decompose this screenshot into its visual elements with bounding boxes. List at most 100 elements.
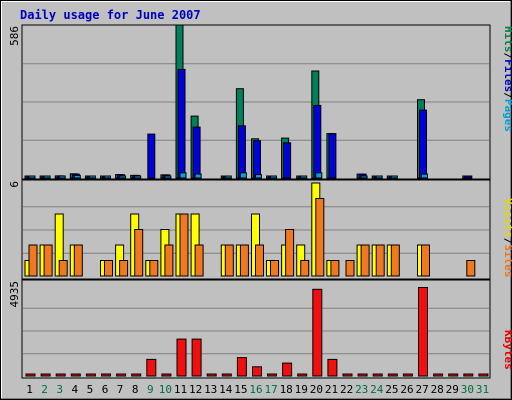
bar-kbytes-day-18: [282, 362, 293, 377]
x-tick-label-12: 12: [189, 383, 202, 396]
panel-hits-ymax-label: 586: [8, 26, 21, 46]
bar-sites-day-4: [73, 244, 83, 277]
bars: [24, 24, 489, 377]
bar-kbytes-day-2: [40, 373, 51, 377]
panel-visits-legend: Visits/Sites: [502, 198, 512, 278]
bar-pages-day-20: [315, 172, 323, 179]
x-tick-label-17: 17: [264, 383, 277, 396]
bar-kbytes-day-13: [206, 373, 217, 377]
bar-pages-day-11: [179, 172, 187, 179]
bar-kbytes-day-5: [85, 373, 96, 377]
bar-sites-day-23: [360, 244, 370, 277]
x-tick-label-29: 29: [446, 383, 459, 396]
bar-pages-day-6: [104, 175, 111, 179]
bar-sites-day-15: [239, 244, 249, 277]
legend-sep-2: /: [502, 92, 512, 99]
bar-sites-day-2: [43, 244, 53, 277]
bar-kbytes-day-29: [448, 373, 459, 377]
bar-files-day-16: [253, 140, 261, 179]
bar-kbytes-day-24: [372, 373, 383, 377]
bar-kbytes-day-7: [116, 373, 127, 377]
legend-pages: Hits: [502, 26, 512, 53]
legend-kbytes: KBytes: [502, 330, 512, 370]
bar-pages-day-24: [375, 175, 383, 179]
x-tick-label-14: 14: [219, 383, 233, 396]
bar-sites-day-12: [194, 244, 204, 277]
bar-kbytes-day-23: [357, 373, 368, 377]
bar-sites-day-25: [390, 244, 400, 277]
x-tick-label-7: 7: [117, 383, 124, 396]
bar-sites-day-16: [255, 244, 264, 277]
x-tick-label-4: 4: [71, 383, 78, 396]
bar-pages-day-1: [28, 175, 36, 179]
x-tick-label-6: 6: [102, 383, 109, 396]
bar-pages-day-4: [73, 174, 81, 179]
panel-kbytes-plot-area: [21, 279, 491, 379]
x-tick-label-28: 28: [431, 383, 444, 396]
bar-sites-day-8: [134, 229, 144, 277]
bar-files-day-30: [464, 175, 473, 179]
bar-pages-day-3: [58, 175, 66, 179]
bar-files-day-11: [177, 68, 186, 179]
bar-sites-day-27: [421, 244, 430, 277]
x-tick-label-11: 11: [174, 383, 187, 396]
bar-sites-day-1: [28, 244, 38, 277]
bar-sites-day-22: [345, 260, 355, 277]
bar-sites-day-18: [285, 229, 295, 277]
bar-files-day-21: [328, 133, 337, 179]
bar-files-day-12: [192, 126, 201, 179]
bar-kbytes-day-30: [463, 373, 474, 377]
x-tick-label-5: 5: [87, 383, 94, 396]
x-tick-label-26: 26: [400, 383, 413, 396]
legend-visits: Visits: [502, 198, 512, 238]
bar-kbytes-day-26: [402, 373, 413, 377]
bar-kbytes-day-20: [312, 288, 323, 377]
bar-kbytes-day-28: [433, 373, 444, 377]
bar-pages-day-23: [360, 175, 368, 179]
bar-sites-day-21: [330, 260, 340, 277]
bar-kbytes-day-19: [297, 373, 308, 377]
bar-pages-day-25: [390, 175, 398, 179]
x-tick-label-15: 15: [234, 383, 247, 396]
gridlines: [23, 63, 489, 355]
bar-kbytes-day-31: [478, 373, 489, 377]
bar-files-day-18: [283, 142, 292, 179]
x-tick-label-16: 16: [249, 383, 262, 396]
panel-kbytes-ymax-label: 4935: [8, 281, 21, 308]
bar-kbytes-day-1: [25, 373, 36, 377]
bar-sites-day-30: [466, 260, 476, 277]
x-tick-label-2: 2: [41, 383, 48, 396]
x-tick-label-3: 3: [56, 383, 63, 396]
bar-kbytes-day-15: [236, 357, 247, 377]
bar-kbytes-day-9: [146, 358, 157, 377]
bar-kbytes-day-4: [70, 373, 81, 377]
bar-kbytes-day-11: [176, 338, 187, 377]
bar-kbytes-day-3: [55, 373, 66, 377]
bar-files-day-9: [147, 133, 156, 179]
bar-kbytes-day-22: [342, 373, 353, 377]
x-tick-label-21: 21: [325, 383, 338, 396]
bar-files-day-15: [237, 125, 246, 179]
legend-sep-1: /: [502, 53, 512, 60]
bar-files-day-27: [419, 109, 427, 179]
x-tick-label-8: 8: [132, 383, 139, 396]
bar-pages-day-16: [255, 174, 262, 179]
bar-pages-day-19: [300, 175, 308, 179]
bar-pages-day-10: [164, 175, 172, 179]
bar-pages-day-8: [134, 175, 142, 179]
bar-kbytes-day-8: [131, 373, 142, 377]
bar-sites-day-7: [119, 260, 129, 277]
x-tick-label-10: 10: [159, 383, 172, 396]
bar-sites-day-14: [224, 244, 234, 277]
x-tick-label-20: 20: [310, 383, 323, 396]
bar-kbytes-day-6: [101, 373, 111, 377]
x-tick-label-23: 23: [355, 383, 368, 396]
panel-kbytes-legend: KBytes: [502, 330, 512, 370]
x-tick-label-24: 24: [370, 383, 384, 396]
legend-sep-3: /: [502, 238, 512, 245]
bar-sites-day-11: [179, 213, 189, 277]
bar-sites-day-19: [300, 260, 310, 277]
bar-pages-day-27: [421, 173, 428, 179]
bar-pages-day-15: [239, 172, 247, 179]
